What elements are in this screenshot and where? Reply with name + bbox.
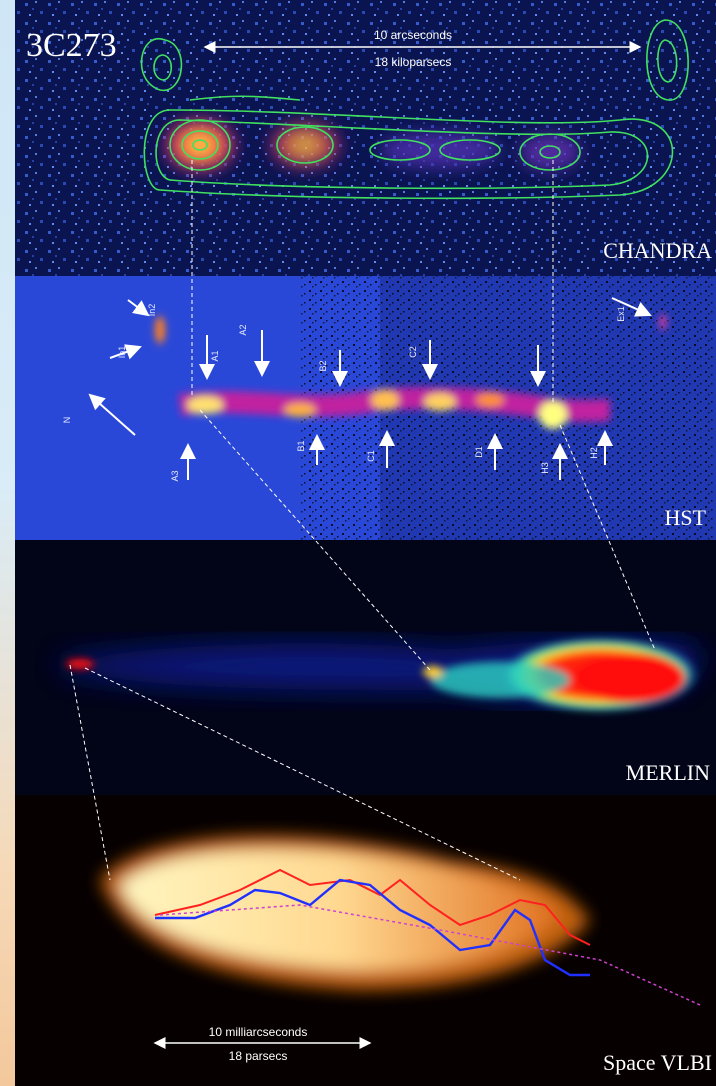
knot-label: H3	[540, 462, 550, 474]
page: {"source": "3C273", "chandra": {"label":…	[0, 0, 716, 1086]
merlin-panel: MERLIN	[15, 540, 716, 795]
knot-label: In1	[117, 346, 127, 359]
scale-bottom-label: 18 kiloparsecs	[375, 55, 452, 69]
knot-label: A1	[210, 350, 220, 361]
noise	[15, 0, 716, 276]
composite-image: 3C273 10 arcseconds 18 kiloparsecs CHAND…	[0, 0, 716, 1086]
panel-label: CHANDRA	[603, 238, 712, 263]
knot-label: C2	[408, 346, 418, 358]
scale-top-label: 10 arcseconds	[374, 28, 452, 42]
knot-label: A2	[238, 324, 248, 335]
panel-label: MERLIN	[626, 760, 710, 785]
knot-label: H2	[589, 447, 599, 459]
vlbi-panel: 10 milliarcseconds 18 parsecs Space VLBI	[15, 795, 716, 1086]
chandra-panel: 3C273 10 arcseconds 18 kiloparsecs CHAND…	[15, 0, 716, 276]
hst-panel: In2 In1 N A1 A2 B2 C2 A3 B1 C1 D1 H3 H2 Ex1 HST	[15, 276, 716, 540]
knot-label: D1	[474, 446, 484, 458]
knot-label: Ex1	[616, 306, 626, 322]
knot-label: In2	[147, 304, 157, 317]
knot-label: C1	[366, 450, 376, 462]
scale-top-label: 10 milliarcseconds	[209, 1025, 308, 1039]
panel-label: HST	[664, 505, 706, 530]
knot-label: A3	[170, 470, 180, 481]
knot-label: N	[62, 417, 72, 424]
scale-bottom-label: 18 parsecs	[229, 1049, 288, 1063]
source-name: 3C273	[26, 27, 117, 64]
panel-label: Space VLBI	[603, 1050, 712, 1075]
knot-label: B1	[296, 440, 306, 451]
knot-label: B2	[318, 360, 328, 371]
